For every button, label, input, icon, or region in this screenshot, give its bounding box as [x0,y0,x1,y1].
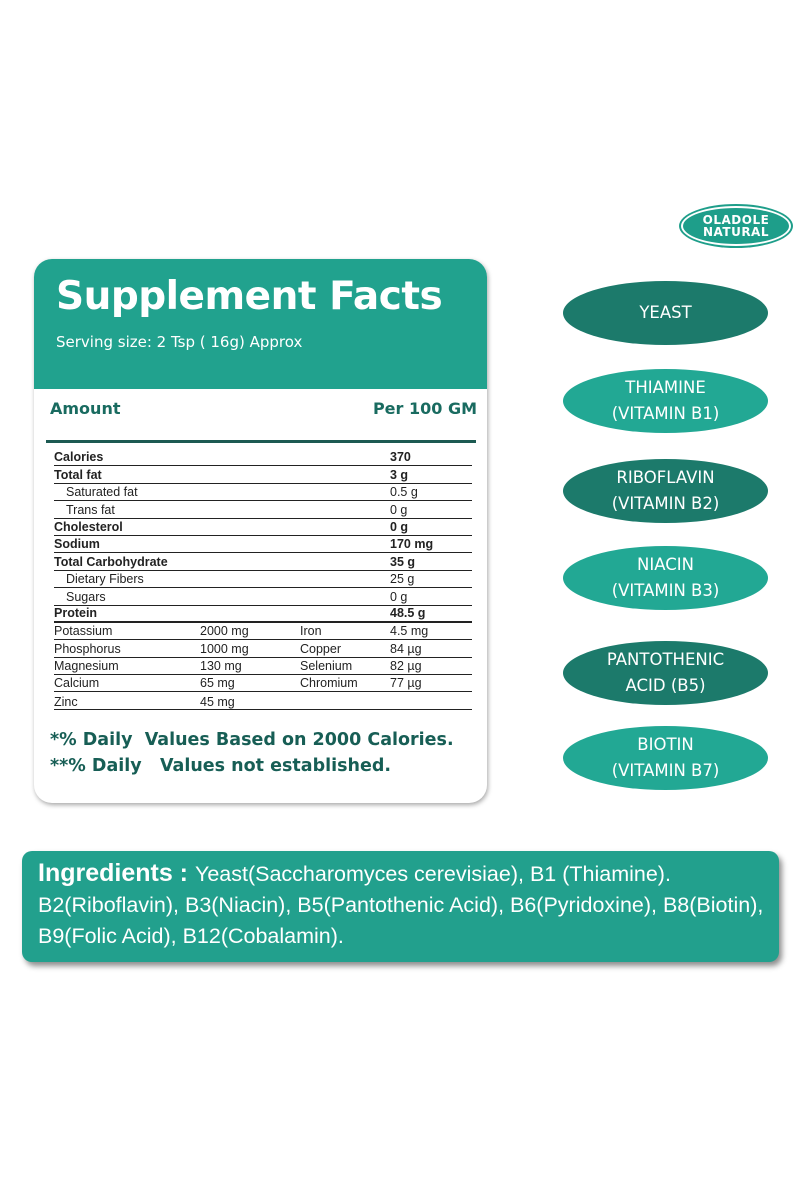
nutrient-name: Trans fat [66,502,115,517]
footnote-daily-values: *% Daily Values Based on 2000 Calories. [50,730,454,750]
nutrient-value: 3 g [390,467,409,482]
ingredients-banner: Ingredients : Yeast(Saccharomyces cerevi… [22,851,779,962]
nutrition-row-total-fat: Total fat 3 g [54,466,472,484]
mineral-value: 2000 mg [200,624,249,639]
facts-title: Supplement Facts [56,274,443,319]
nutrient-value: 25 g [390,572,415,587]
nutrition-row-trans-fat: Trans fat 0 g [54,501,472,519]
mineral-row: Phosphorus 1000 mg Copper 84 µg [54,640,472,658]
pill-label: RIBOFLAVIN [616,468,715,487]
footnotes: *% Daily Values Based on 2000 Calories. *… [50,727,454,779]
nutrition-row-sugars: Sugars 0 g [54,588,472,606]
nutrient-name: Total fat [54,467,102,482]
mineral-name: Chromium [300,676,358,691]
supplement-facts-card: Supplement Facts Serving size: 2 Tsp ( 1… [34,259,487,803]
pill-label: THIAMINE [625,378,706,397]
pill-sublabel: (VITAMIN B2) [611,494,720,513]
table-bottom-rule [54,708,472,711]
mineral-row: Calcium 65 mg Chromium 77 µg [54,675,472,693]
mineral-name: Calcium [54,676,100,691]
pill-biotin: BIOTIN (VITAMIN B7) [563,726,768,790]
pill-thiamine: THIAMINE (VITAMIN B1) [563,369,768,433]
nutrition-row-calories: Calories 370 [54,449,472,467]
mineral-value: 77 µg [390,676,422,691]
mineral-value: 82 µg [390,659,422,674]
mineral-value: 130 mg [200,659,242,674]
pill-sublabel: (VITAMIN B1) [611,404,720,423]
mineral-value: 65 mg [200,676,235,691]
nutrition-row-protein: Protein 48.5 g [54,606,472,623]
pill-label: NIACIN [637,555,694,574]
pill-sublabel: ACID (B5) [625,676,706,695]
ingredients-text: Yeast(Saccharomyces cerevisiae), B1 (Thi… [38,862,764,948]
mineral-name: Zinc [54,694,78,709]
facts-header: Supplement Facts Serving size: 2 Tsp ( 1… [34,259,487,389]
nutrient-value: 35 g [390,554,416,569]
nutrition-row-total-carbohydrate: Total Carbohydrate 35 g [54,553,472,571]
nutrient-value: 170 mg [390,537,434,552]
amount-row: Amount Per 100 GM [50,399,477,418]
nutrient-value: 48.5 g [390,605,426,620]
pill-sublabel: (VITAMIN B7) [611,761,720,780]
mineral-row: Zinc 45 mg [54,692,472,709]
mineral-value: 4.5 mg [390,624,429,639]
nutrient-name: Protein [54,605,98,620]
nutrient-name: Sodium [54,537,100,552]
pill-label: YEAST [639,303,692,322]
nutrition-row-sodium: Sodium 170 mg [54,536,472,554]
nutrient-value: 0 g [390,589,408,604]
mineral-name: Selenium [300,659,353,674]
nutrition-row-dietary-fibers: Dietary Fibers 25 g [54,571,472,589]
mineral-name: Iron [300,624,322,639]
mineral-name: Phosphorus [54,641,121,656]
mineral-name: Magnesium [54,659,119,674]
mineral-name: Potassium [54,624,113,639]
pill-riboflavin: RIBOFLAVIN (VITAMIN B2) [563,459,768,523]
nutrient-name: Dietary Fibers [66,572,144,587]
nutrient-name: Calories [54,450,104,465]
nutrient-value: 0.5 g [390,485,418,500]
nutrient-name: Cholesterol [54,519,123,534]
divider [46,440,476,443]
nutrient-value: 0 g [390,519,409,534]
mineral-row: Magnesium 130 mg Selenium 82 µg [54,658,472,676]
brand-line1: OLADOLE [702,213,770,227]
brand-logo: OLADOLE NATURAL [681,206,791,246]
pill-yeast: YEAST [563,281,768,345]
mineral-row: Potassium 2000 mg Iron 4.5 mg [54,623,472,641]
nutrient-value: 0 g [390,502,408,517]
nutrient-name: Saturated fat [66,485,138,500]
pill-label: BIOTIN [637,735,694,754]
nutrient-value: 370 [390,450,411,465]
mineral-value: 1000 mg [200,641,249,656]
nutrient-name: Total Carbohydrate [54,554,168,569]
nutrient-name: Sugars [66,589,106,604]
pill-niacin: NIACIN (VITAMIN B3) [563,546,768,610]
footnote-not-established: **% Daily Values not established. [50,756,392,776]
per-label: Per 100 GM [372,399,477,418]
nutrition-table: Calories 370 Total fat 3 g Saturated fat… [54,449,472,711]
pill-label: PANTOTHENIC [606,650,725,669]
pill-pantothenic: PANTOTHENIC ACID (B5) [563,641,768,705]
brand-line2: NATURAL [702,225,769,239]
nutrition-row-cholesterol: Cholesterol 0 g [54,519,472,536]
serving-size: Serving size: 2 Tsp ( 16g) Approx [56,333,303,351]
mineral-value: 84 µg [390,641,422,656]
mineral-value: 45 mg [200,694,235,709]
mineral-name: Copper [300,641,341,656]
ingredients-title: Ingredients : [38,859,195,887]
nutrition-row-saturated-fat: Saturated fat 0.5 g [54,484,472,502]
pill-sublabel: (VITAMIN B3) [611,581,720,600]
amount-label: Amount [50,399,121,418]
